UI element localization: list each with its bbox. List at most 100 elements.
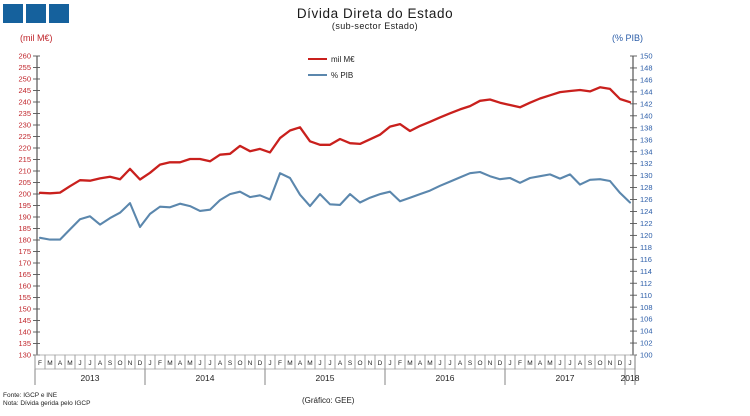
month-letter: F <box>158 360 162 367</box>
right-tick-label: 144 <box>640 87 653 96</box>
left-tick-label: 190 <box>18 213 31 222</box>
month-letter: S <box>228 360 233 367</box>
month-letter: S <box>108 360 113 367</box>
legend-label: % PIB <box>331 70 354 80</box>
right-tick-label: 124 <box>640 207 653 216</box>
right-tick-label: 108 <box>640 303 653 312</box>
footer-credit: (Gráfico: GEE) <box>302 396 355 405</box>
right-axis-title: (% PIB) <box>612 33 644 43</box>
month-letter: J <box>148 360 151 367</box>
legend: mil M€ % PIB <box>308 51 355 83</box>
month-letter: N <box>128 360 133 367</box>
legend-item: mil M€ <box>308 51 355 67</box>
right-tick-label: 102 <box>640 339 653 348</box>
left-tick-label: 240 <box>18 98 31 107</box>
month-letter: M <box>307 360 312 367</box>
left-tick-label: 205 <box>18 178 31 187</box>
left-tick-label: 135 <box>18 339 31 348</box>
chart-title: Dívida Direta do Estado <box>296 6 454 21</box>
month-letter: N <box>488 360 493 367</box>
month-letter: M <box>427 360 432 367</box>
month-letter: F <box>398 360 402 367</box>
logo-square-icon <box>3 4 23 23</box>
month-letter: N <box>608 360 613 367</box>
right-tick-label: 138 <box>640 123 653 132</box>
left-tick-label: 180 <box>18 236 31 245</box>
month-letter: J <box>628 360 631 367</box>
right-tick-label: 104 <box>640 327 653 336</box>
note-line: Nota: Dívida gerida pelo IGCP <box>3 400 91 407</box>
legend-item: % PIB <box>308 67 355 83</box>
month-letter: J <box>438 360 441 367</box>
right-tick-label: 142 <box>640 99 653 108</box>
month-letter: M <box>407 360 412 367</box>
year-label: 2016 <box>436 373 455 383</box>
month-letter: J <box>328 360 331 367</box>
month-letter: S <box>588 360 593 367</box>
left-tick-label: 195 <box>18 201 31 210</box>
month-letter: J <box>448 360 451 367</box>
left-tick-label: 150 <box>18 305 31 314</box>
month-letter: J <box>198 360 201 367</box>
left-tick-label: 140 <box>18 328 31 337</box>
month-letter: O <box>357 360 362 367</box>
right-tick-label: 148 <box>640 64 653 73</box>
month-letter: S <box>468 360 473 367</box>
month-letter: F <box>38 360 42 367</box>
month-letter: J <box>508 360 511 367</box>
month-letter: J <box>318 360 321 367</box>
legend-line-swatch <box>308 73 327 77</box>
logo <box>3 4 69 23</box>
month-letter: O <box>477 360 482 367</box>
month-letter: J <box>268 360 271 367</box>
right-tick-label: 136 <box>640 135 653 144</box>
month-letter: D <box>138 360 143 367</box>
right-tick-label: 100 <box>640 351 653 360</box>
right-tick-label: 146 <box>640 76 653 85</box>
month-letter: A <box>418 360 423 367</box>
year-label: 2013 <box>81 373 100 383</box>
month-letter: N <box>248 360 253 367</box>
month-letter: O <box>597 360 602 367</box>
month-letter: M <box>547 360 552 367</box>
left-tick-label: 200 <box>18 190 31 199</box>
series-line-pct-pib <box>38 170 632 241</box>
right-tick-label: 110 <box>640 291 652 300</box>
logo-square-icon <box>26 4 46 23</box>
left-tick-label: 145 <box>18 316 31 325</box>
left-tick-label: 230 <box>18 121 31 130</box>
right-tick-label: 150 <box>640 52 653 61</box>
month-letter: O <box>117 360 122 367</box>
right-tick-label: 132 <box>640 159 653 168</box>
left-tick-label: 235 <box>18 109 31 118</box>
month-letter: A <box>98 360 103 367</box>
year-label: 2017 <box>556 373 575 383</box>
left-tick-label: 155 <box>18 293 31 302</box>
year-label: 2015 <box>316 373 335 383</box>
legend-label: mil M€ <box>331 54 355 64</box>
month-letter: A <box>578 360 583 367</box>
right-tick-label: 118 <box>640 243 652 252</box>
month-letter: F <box>518 360 522 367</box>
month-letter: M <box>527 360 532 367</box>
source-line: Fonte: IGCP e INE <box>3 392 58 399</box>
left-tick-label: 175 <box>18 247 31 256</box>
chart-subtitle: (sub-sector Estado) <box>331 21 419 31</box>
month-letter: J <box>208 360 211 367</box>
left-tick-label: 250 <box>18 75 31 84</box>
month-letter: A <box>338 360 343 367</box>
right-tick-label: 112 <box>640 279 652 288</box>
month-letter: S <box>348 360 353 367</box>
month-letter: J <box>88 360 91 367</box>
year-label: 2014 <box>196 373 215 383</box>
month-letter: M <box>67 360 72 367</box>
right-tick-label: 120 <box>640 231 653 240</box>
left-tick-label: 260 <box>18 52 31 61</box>
month-letter: M <box>167 360 172 367</box>
year-label: 2018 <box>621 373 640 383</box>
left-tick-label: 160 <box>18 282 31 291</box>
left-tick-label: 210 <box>18 167 31 176</box>
month-letter: M <box>187 360 192 367</box>
left-tick-label: 225 <box>18 132 31 141</box>
